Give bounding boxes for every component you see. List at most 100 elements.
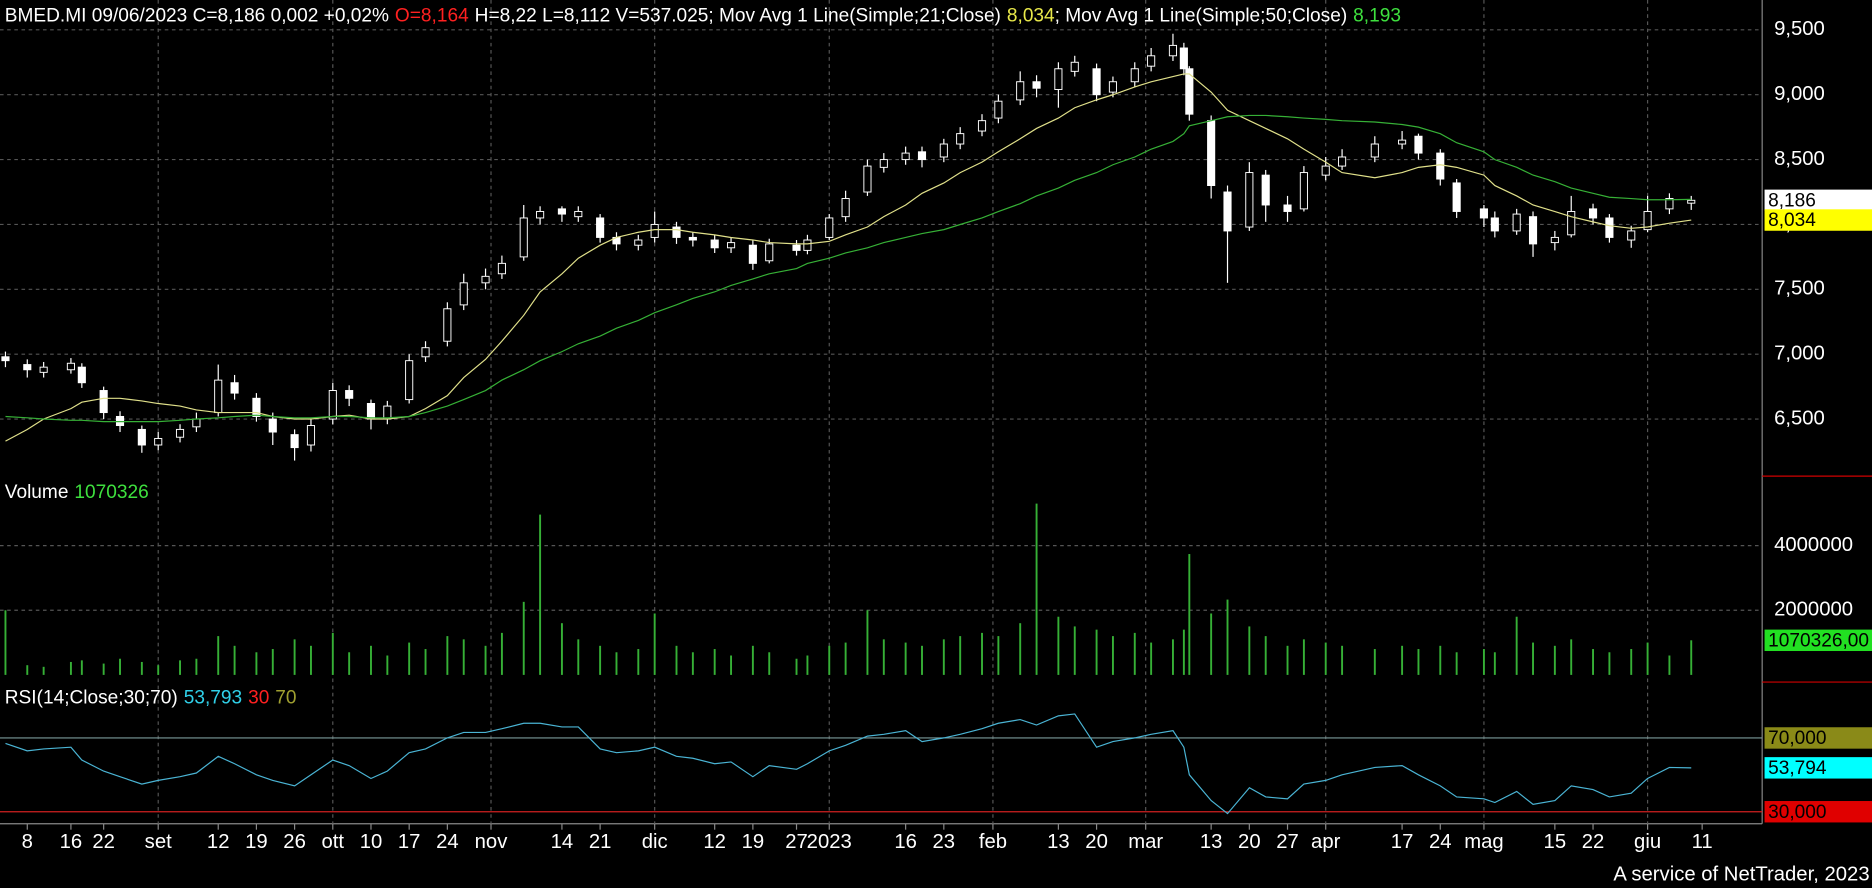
volume-bar	[1373, 649, 1376, 675]
volume-bar	[484, 645, 487, 675]
legend-text: BMED.MI 09/06/2023 C=8,186 0,002 +0,02%	[5, 6, 389, 27]
candle-body	[901, 152, 910, 161]
candle-body	[23, 364, 32, 371]
volume-bar	[1455, 652, 1458, 675]
footer: A service of NetTrader, 2023	[1613, 863, 1869, 885]
candle-body	[99, 390, 108, 414]
x-tick-label: 13	[1200, 831, 1223, 853]
candle-body	[1398, 139, 1407, 145]
volume-bar	[1592, 649, 1594, 675]
candle-body	[841, 198, 850, 218]
volume-bar	[370, 645, 372, 675]
volume-bar	[195, 658, 198, 675]
y-tick-label: 7,000	[1774, 343, 1825, 365]
candle-body	[1627, 230, 1636, 241]
value-badge	[1764, 801, 1872, 823]
x-tick-label: 2023	[807, 831, 852, 853]
x-tick-label: 27	[1276, 831, 1299, 853]
x-tick-label: nov	[475, 831, 509, 853]
volume-bar	[1248, 626, 1251, 675]
candle-body	[443, 308, 452, 342]
x-tick-label: 22	[92, 831, 115, 853]
volume-bar	[828, 645, 831, 675]
x-tick-label: giu	[1634, 831, 1661, 853]
x-tick-label: 20	[1085, 831, 1108, 853]
volume-bar	[1057, 616, 1060, 675]
candle-body	[1512, 213, 1521, 232]
legend-text: 8,193	[1353, 6, 1401, 27]
volume-bar	[348, 652, 351, 675]
candle-body	[1370, 143, 1379, 158]
candle-body	[879, 159, 888, 168]
volume-bar	[1188, 554, 1191, 675]
x-tick-label: 8	[22, 831, 33, 853]
candle-body	[726, 242, 736, 249]
candle-body	[634, 239, 643, 246]
x-tick-label: 24	[436, 831, 459, 853]
volume-bar	[446, 636, 449, 675]
candle-body	[1168, 44, 1178, 57]
candle-body	[956, 133, 965, 145]
x-tick-label: 20	[1238, 831, 1261, 853]
volume-bar	[1532, 642, 1534, 675]
volume-bar	[1210, 613, 1213, 675]
volume-bar	[795, 658, 798, 675]
candle-body	[939, 143, 948, 158]
candle-body	[748, 244, 757, 264]
candle-body	[154, 438, 163, 446]
volume-bar	[1286, 645, 1289, 675]
candle-body	[214, 379, 223, 414]
volume-bar	[80, 660, 83, 675]
volume-bar	[408, 642, 411, 675]
candle-body	[1283, 204, 1292, 212]
x-tick-label: 11	[1692, 831, 1713, 853]
volume-bar	[768, 652, 771, 675]
volume-bar	[26, 665, 29, 675]
volume-bar	[713, 649, 716, 675]
volume-bar	[959, 636, 962, 675]
candle-body	[1070, 61, 1079, 72]
volume-bar	[599, 645, 602, 675]
x-tick-label: 10	[360, 831, 383, 853]
x-tick-label: 22	[1582, 831, 1605, 853]
candle-body	[1321, 165, 1330, 176]
y-tick-label: 4000000	[1774, 534, 1853, 556]
x-tick-label: 21	[589, 831, 612, 853]
candle-body	[688, 236, 697, 241]
x-tick-label: ott	[322, 831, 345, 853]
x-tick-label: 16	[894, 831, 917, 853]
value-badge	[1764, 727, 1872, 749]
volume-bar	[1570, 639, 1573, 675]
candle-body	[66, 362, 75, 371]
x-tick-label: dic	[642, 831, 668, 853]
candle-body	[1436, 152, 1445, 180]
value-badge-label: 8,034	[1768, 210, 1816, 231]
volume-bar	[271, 649, 274, 675]
volume-bar	[1226, 599, 1229, 675]
candle-body	[1130, 68, 1139, 83]
x-tick-label: 17	[398, 831, 421, 853]
candle-body	[192, 418, 201, 428]
volume-bar	[119, 658, 121, 675]
volume-bar	[1668, 655, 1671, 675]
volume-bar	[844, 642, 847, 675]
candle-body	[574, 210, 583, 218]
candle-body	[557, 208, 566, 215]
x-tick-label: 19	[245, 831, 268, 853]
x-tick-label: 16	[60, 831, 83, 853]
candle-body	[405, 360, 414, 401]
candle-body	[1299, 172, 1308, 210]
candle-body	[803, 239, 812, 251]
candle-body	[252, 397, 261, 417]
y-tick-label: 2000000	[1774, 599, 1853, 621]
volume-bar	[1095, 629, 1098, 675]
candle-body	[481, 275, 490, 284]
x-tick-label: 13	[1047, 831, 1070, 853]
candle-body	[1550, 236, 1559, 244]
volume-bar	[157, 665, 160, 675]
candle-body	[1054, 68, 1063, 90]
candle-body	[1, 356, 10, 362]
candle-body	[1567, 210, 1576, 236]
legend-text: 30	[248, 688, 269, 709]
